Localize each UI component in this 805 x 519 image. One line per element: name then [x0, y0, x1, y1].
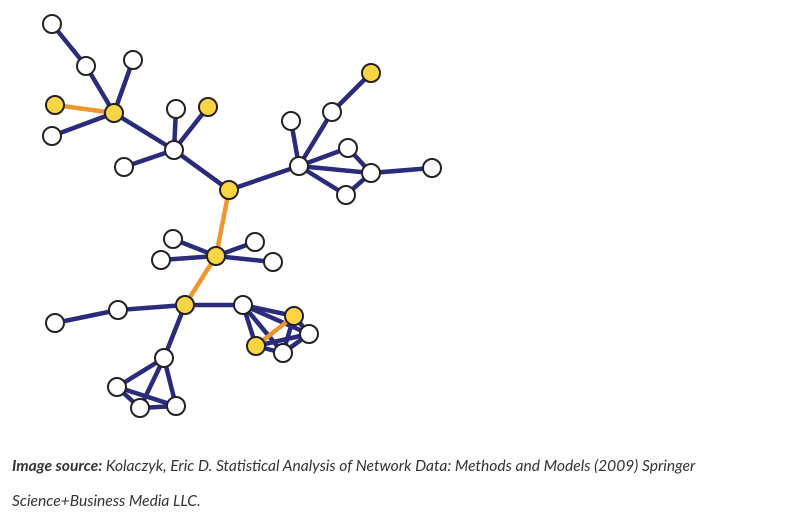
edge — [296, 109, 335, 169]
edge — [240, 302, 286, 356]
edge — [296, 163, 374, 176]
highlight-node — [104, 103, 124, 123]
node — [166, 99, 186, 119]
node — [76, 56, 96, 76]
highlight-edge — [213, 187, 232, 259]
caption-label: Image source: — [12, 457, 103, 475]
edge — [111, 110, 177, 153]
node — [107, 377, 127, 397]
network-diagram — [42, 14, 442, 418]
node — [164, 140, 184, 160]
node — [281, 111, 301, 131]
highlight-node — [45, 95, 65, 115]
highlight-node — [284, 306, 304, 326]
edge — [240, 302, 312, 337]
node — [130, 398, 150, 418]
node — [273, 343, 293, 363]
edge — [49, 110, 117, 139]
node — [108, 300, 128, 320]
highlight-node — [246, 336, 266, 356]
node — [289, 156, 309, 176]
highlight-node — [361, 63, 381, 83]
node — [42, 14, 62, 34]
edge — [52, 307, 121, 326]
caption-text: Kolaczyk, Eric D. Statistical Analysis o… — [12, 457, 696, 510]
edge — [368, 165, 435, 176]
node — [154, 348, 174, 368]
node — [322, 102, 342, 122]
node — [233, 295, 253, 315]
node — [338, 138, 358, 158]
node — [45, 313, 65, 333]
highlight-node — [206, 246, 226, 266]
node — [422, 158, 442, 178]
node — [123, 50, 143, 70]
highlight-node — [198, 97, 218, 117]
edge — [226, 163, 302, 193]
node — [42, 126, 62, 146]
edge — [171, 147, 232, 193]
caption: Image source: Kolaczyk, Eric D. Statisti… — [12, 449, 804, 519]
edge — [115, 302, 188, 313]
node — [245, 232, 265, 252]
highlight-node — [219, 180, 239, 200]
edge — [114, 384, 179, 409]
node — [114, 157, 134, 177]
node — [263, 252, 283, 272]
node — [163, 229, 183, 249]
highlight-node — [175, 295, 195, 315]
node — [151, 250, 171, 270]
node — [336, 185, 356, 205]
node — [299, 324, 319, 344]
node — [166, 396, 186, 416]
node — [361, 163, 381, 183]
